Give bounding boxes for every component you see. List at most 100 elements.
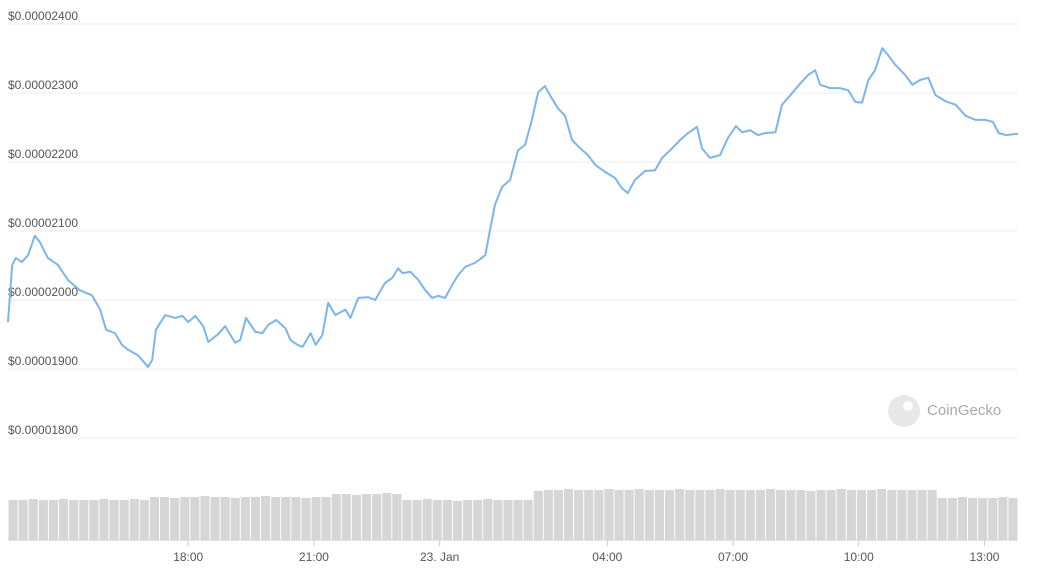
volume-bar [119,500,129,540]
volume-bar [452,501,462,540]
x-tick-label: 13:00 [969,550,999,564]
volume-bar [250,497,260,540]
y-tick-label: $0.00002400 [8,9,78,23]
volume-bar [200,496,210,540]
volume-bar [988,498,998,540]
volume-bar [1008,498,1018,540]
volume-bar [28,499,38,540]
x-tick-label: 21:00 [299,550,329,564]
volume-bar [998,497,1008,540]
volume-bar [301,498,311,540]
volume-bar [139,500,149,540]
volume-bar [321,497,331,540]
volume-bar [190,497,200,540]
volume-bar [38,500,48,540]
volume-bar [897,490,907,540]
volume-bar [543,490,553,540]
volume-bar [473,500,483,540]
volume-bar [917,490,927,540]
volume-bar [887,490,897,540]
volume-bar [745,490,755,540]
volume-bar [553,490,563,540]
volume-bar [715,489,725,540]
volume-bar [624,490,634,540]
volume-bar [412,500,422,540]
y-tick-label: $0.00001900 [8,354,78,368]
volume-bar [261,496,271,540]
volume-bar [240,497,250,540]
volume-bar [766,489,776,540]
volume-bar [533,491,543,540]
volume-bar [160,497,170,540]
volume-bar [392,494,402,540]
volume-bar [523,500,533,540]
volume-bar [665,490,675,540]
plot: $0.00001800 $0.00001900 $0.00002000 $0.0000… [7,9,1019,564]
volume-bar [503,500,513,540]
volume-bar [937,498,947,540]
y-tick-label: $0.00001800 [8,423,78,437]
x-tick-label: 07:00 [718,550,748,564]
volume-bar [947,498,957,540]
volume-bar [79,500,89,540]
volume-bar [604,489,614,540]
volume-bar [594,490,604,540]
volume-bar [331,494,341,540]
volume-bar [968,498,978,540]
volume-bar [362,494,372,540]
volume-bar [725,490,735,540]
volume-bar [99,499,109,540]
x-tick-label: 04:00 [592,550,622,564]
y-tick-label: $0.00002300 [8,78,78,92]
volume-bar [644,490,654,540]
volume-bar [69,500,79,540]
volume-bar [957,497,967,540]
volume-bar [513,500,523,540]
volume-bar [584,490,594,540]
price-line [7,47,1019,368]
volume-bar [442,500,452,540]
volume-bar [776,490,786,540]
volume-bar [271,497,281,540]
volume-bar [675,489,685,540]
volume-bar [170,498,180,540]
volume-bar [493,500,503,540]
volume-bar [8,500,18,540]
volume-bar [574,490,584,540]
volume-bar [109,500,119,540]
volume-bar [149,497,159,540]
volume-bar [341,494,351,540]
volume-bar [220,497,230,540]
volume-bar [826,490,836,540]
volume-bar [483,499,493,540]
volume-bar [927,490,937,540]
volume-bar [846,490,856,540]
volume-bar [281,497,291,540]
volume-bar [867,490,877,540]
volume-bar [180,497,190,540]
volume-bar [230,498,240,540]
volume-bar [907,490,917,540]
volume-bar [856,490,866,540]
volume-bar [422,499,432,540]
volume-bar [735,490,745,540]
volume-bar [796,490,806,540]
y-tick-label: $0.00002100 [8,216,78,230]
volume-bar [877,489,887,540]
x-tick-label: 18:00 [173,550,203,564]
volume-bar [695,490,705,540]
volume-bar [18,500,28,540]
volume-bar [463,500,473,540]
x-tick-label: 10:00 [844,550,874,564]
volume-bar [89,500,99,540]
volume-bar [351,495,361,540]
volume-bar [806,491,816,540]
volume-bar [59,499,69,540]
volume-bar [705,490,715,540]
volume-bar [816,490,826,540]
volume-bar [564,489,574,540]
y-tick-label: $0.00002000 [8,285,78,299]
logo-circle [888,395,920,427]
